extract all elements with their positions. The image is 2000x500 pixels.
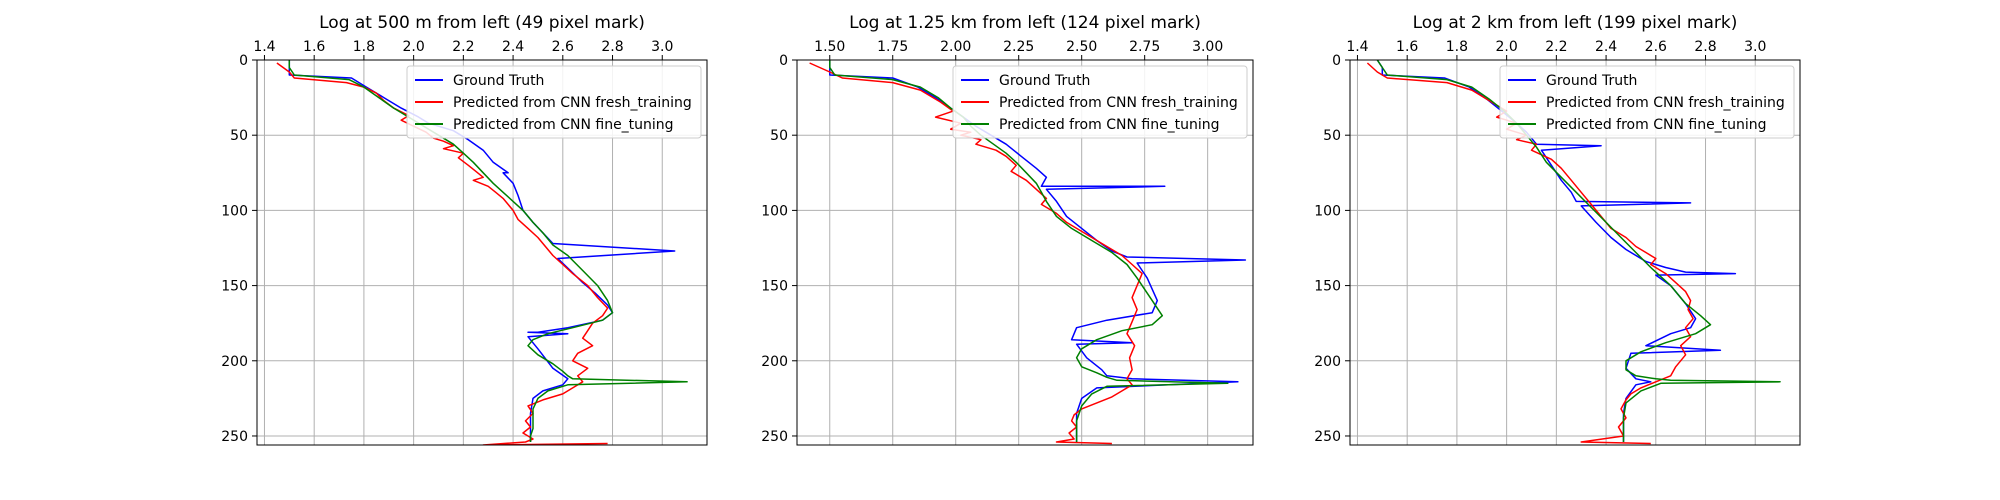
x-tick-label: 2.0 xyxy=(1495,39,1517,55)
y-tick-label: 0 xyxy=(1332,53,1341,69)
y-tick-label: 0 xyxy=(779,53,788,69)
plot-frame xyxy=(796,59,1254,446)
x-tick-label: 1.6 xyxy=(1396,39,1418,55)
plot-frame xyxy=(256,59,708,446)
legend-label: Predicted from CNN fine_tuning xyxy=(453,117,674,133)
x-tick-label: 3.00 xyxy=(1192,39,1223,55)
x-tick-label: 2.4 xyxy=(502,39,524,55)
y-tick-label: 200 xyxy=(761,354,788,370)
x-tick-label: 1.6 xyxy=(303,39,325,55)
x-tick-label: 2.50 xyxy=(1066,39,1097,55)
x-tick-label: 1.8 xyxy=(1446,39,1468,55)
legend-label: Predicted from CNN fine_tuning xyxy=(1546,117,1767,133)
x-tick-label: 1.8 xyxy=(353,39,375,55)
y-tick-label: 50 xyxy=(230,128,248,144)
x-tick-label: 1.4 xyxy=(253,39,275,55)
x-tick-label: 1.75 xyxy=(877,39,908,55)
legend-label: Predicted from CNN fresh_training xyxy=(999,95,1238,111)
x-tick-label: 2.4 xyxy=(1595,39,1617,55)
y-tick-label: 250 xyxy=(1314,429,1341,445)
x-tick-label: 1.50 xyxy=(814,39,845,55)
legend-label: Ground Truth xyxy=(1546,73,1637,89)
x-tick-label: 3.0 xyxy=(1744,39,1766,55)
legend-box xyxy=(952,65,1248,139)
chart-title: Log at 1.25 km from left (124 pixel mark… xyxy=(849,13,1201,33)
x-tick-label: 2.6 xyxy=(1645,39,1667,55)
chart-panel-1: 1.4 1.6 1.8 2.0 2.2 2.4 2.6 2.8 3.0 0 50 100 150 200 2… xyxy=(221,13,708,446)
plot-frame xyxy=(1349,59,1801,446)
x-tick-label: 2.25 xyxy=(1003,39,1034,55)
y-tick-label: 100 xyxy=(761,203,788,219)
y-tick-label: 200 xyxy=(1314,354,1341,370)
y-tick-label: 250 xyxy=(761,429,788,445)
y-tick-label: 100 xyxy=(1314,203,1341,219)
y-tick-label: 150 xyxy=(221,279,248,295)
chart-panel-3: 1.4 1.6 1.8 2.0 2.2 2.4 2.6 2.8 3.0 0 50 100 150 200 2… xyxy=(1314,13,1801,446)
x-tick-label: 2.8 xyxy=(1694,39,1716,55)
legend: Ground Truth Predicted from CNN fresh_tra… xyxy=(1499,65,1795,139)
legend: Ground Truth Predicted from CNN fresh_tra… xyxy=(406,65,702,139)
chart-title: Log at 2 km from left (199 pixel mark) xyxy=(1413,13,1738,33)
legend-box xyxy=(406,65,702,139)
x-tick-label: 2.00 xyxy=(940,39,971,55)
legend-box xyxy=(1499,65,1795,139)
legend-label: Predicted from CNN fine_tuning xyxy=(999,117,1220,133)
y-tick-label: 150 xyxy=(1314,279,1341,295)
y-tick-label: 50 xyxy=(1323,128,1341,144)
legend: Ground Truth Predicted from CNN fresh_tra… xyxy=(952,65,1248,139)
x-tick-label: 3.0 xyxy=(651,39,673,55)
x-tick-label: 1.4 xyxy=(1346,39,1368,55)
x-tick-label: 2.6 xyxy=(552,39,574,55)
x-tick-label: 2.8 xyxy=(601,39,623,55)
y-tick-label: 0 xyxy=(239,53,248,69)
y-tick-label: 200 xyxy=(221,354,248,370)
legend-label: Ground Truth xyxy=(453,73,544,89)
y-tick-label: 150 xyxy=(761,279,788,295)
y-tick-label: 100 xyxy=(221,203,248,219)
y-tick-label: 50 xyxy=(770,128,788,144)
x-tick-label: 2.2 xyxy=(1545,39,1567,55)
x-tick-label: 2.0 xyxy=(402,39,424,55)
legend-label: Predicted from CNN fresh_training xyxy=(1546,95,1785,111)
chart-panel-2: 1.50 1.75 2.00 2.25 2.50 2.75 3.00 0 50 100 150 200… xyxy=(761,13,1254,446)
y-tick-label: 250 xyxy=(221,429,248,445)
legend-label: Predicted from CNN fresh_training xyxy=(453,95,692,111)
legend-label: Ground Truth xyxy=(999,73,1090,89)
x-tick-label: 2.2 xyxy=(452,39,474,55)
chart-title: Log at 500 m from left (49 pixel mark) xyxy=(319,13,645,33)
x-tick-label: 2.75 xyxy=(1129,39,1160,55)
